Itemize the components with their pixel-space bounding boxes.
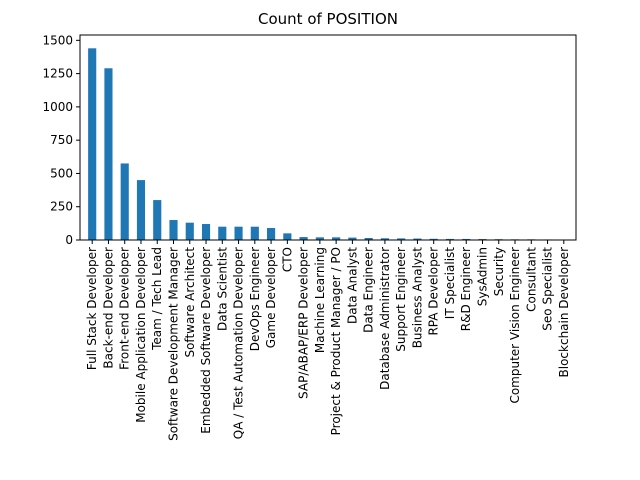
x-tick-label: Software Architect: [183, 247, 197, 358]
x-tick-label: Mobile Application Developer: [134, 247, 148, 423]
x-tick-label: RPA Developer: [427, 247, 441, 336]
bar-23: [445, 238, 455, 240]
y-tick-label: 750: [50, 133, 73, 147]
x-tick-label: Security: [492, 247, 506, 296]
bar-7: [185, 222, 194, 240]
y-tick-label: 500: [50, 166, 73, 180]
x-tick-label: Software Development Manager: [167, 247, 181, 441]
x-tick-label: CTO: [280, 247, 294, 272]
bar-8: [201, 224, 211, 240]
x-tick-label: QA / Test Automation Developer: [232, 247, 246, 439]
x-tick-label: Database Administrator: [378, 247, 392, 390]
x-tick-label: Computer Vision Engineer: [508, 247, 522, 404]
bar-9: [218, 226, 227, 240]
x-tick-label: Data Scientist: [215, 247, 229, 331]
chart-title: Count of POSITION: [258, 10, 398, 28]
x-tick-label: Project & Product Manager / PO: [329, 247, 343, 435]
bar-1: [88, 48, 97, 240]
y-tick-label: 1250: [42, 67, 73, 81]
bar-12: [267, 228, 276, 240]
bar-24: [462, 238, 471, 240]
bar-17: [348, 237, 357, 240]
x-tick-label: SysAdmin: [475, 247, 489, 306]
x-tick-label: Machine Learning: [313, 247, 327, 353]
x-tick-label: Business Analyst: [410, 247, 424, 349]
x-tick-label: SAP/ABAP/ERP Developer: [297, 247, 311, 399]
x-axis: Full Stack Developer Back-end Developer Fr…: [85, 240, 571, 441]
y-tick-label: 0: [65, 233, 73, 247]
bar-2: [104, 68, 113, 240]
x-tick-label: IT Specialist: [443, 247, 457, 320]
bar-19: [380, 238, 389, 240]
bar-21: [413, 238, 422, 240]
plot-frame: [79, 34, 577, 241]
bar-16: [332, 237, 341, 240]
y-tick-label: 1000: [42, 100, 73, 114]
bar-4: [136, 180, 146, 240]
bar-14: [299, 237, 308, 240]
bar-11: [250, 226, 259, 240]
bar-20: [397, 238, 406, 240]
bar-18: [364, 238, 373, 240]
y-tick-label: 250: [50, 200, 73, 214]
x-tick-label: Data Engineer: [362, 247, 376, 333]
bars-group: [88, 48, 568, 240]
x-tick-label: Full Stack Developer: [85, 247, 99, 370]
bar-10: [234, 226, 243, 240]
x-tick-label: Embedded Software Developer: [199, 247, 213, 434]
x-tick-label: Consultant: [524, 247, 538, 312]
y-tick-label: 1500: [42, 33, 73, 47]
x-tick-label: R&D Engineer: [459, 247, 473, 331]
y-axis: 0 250 500 750 1000 1250 1500: [42, 33, 80, 247]
x-tick-label: DevOps Engineer: [248, 247, 262, 351]
x-tick-label: Data Analyst: [345, 247, 359, 324]
x-tick-label: Seo Specialist: [541, 247, 555, 331]
x-tick-label: Front-end Developer: [118, 247, 132, 370]
bar-15: [315, 237, 324, 240]
x-tick-label: Back-end Developer: [101, 247, 115, 369]
bar-22: [429, 238, 438, 240]
bar-3: [120, 163, 129, 240]
x-tick-label: Game Developer: [264, 247, 278, 348]
x-tick-label: Blockchain Developer: [557, 247, 571, 378]
bar-5: [153, 200, 162, 240]
x-tick-label: Support Engineer: [394, 247, 408, 352]
bar-6: [169, 220, 178, 240]
x-tick-label: Team / Tech Lead: [150, 247, 164, 351]
bar-13: [283, 233, 292, 240]
